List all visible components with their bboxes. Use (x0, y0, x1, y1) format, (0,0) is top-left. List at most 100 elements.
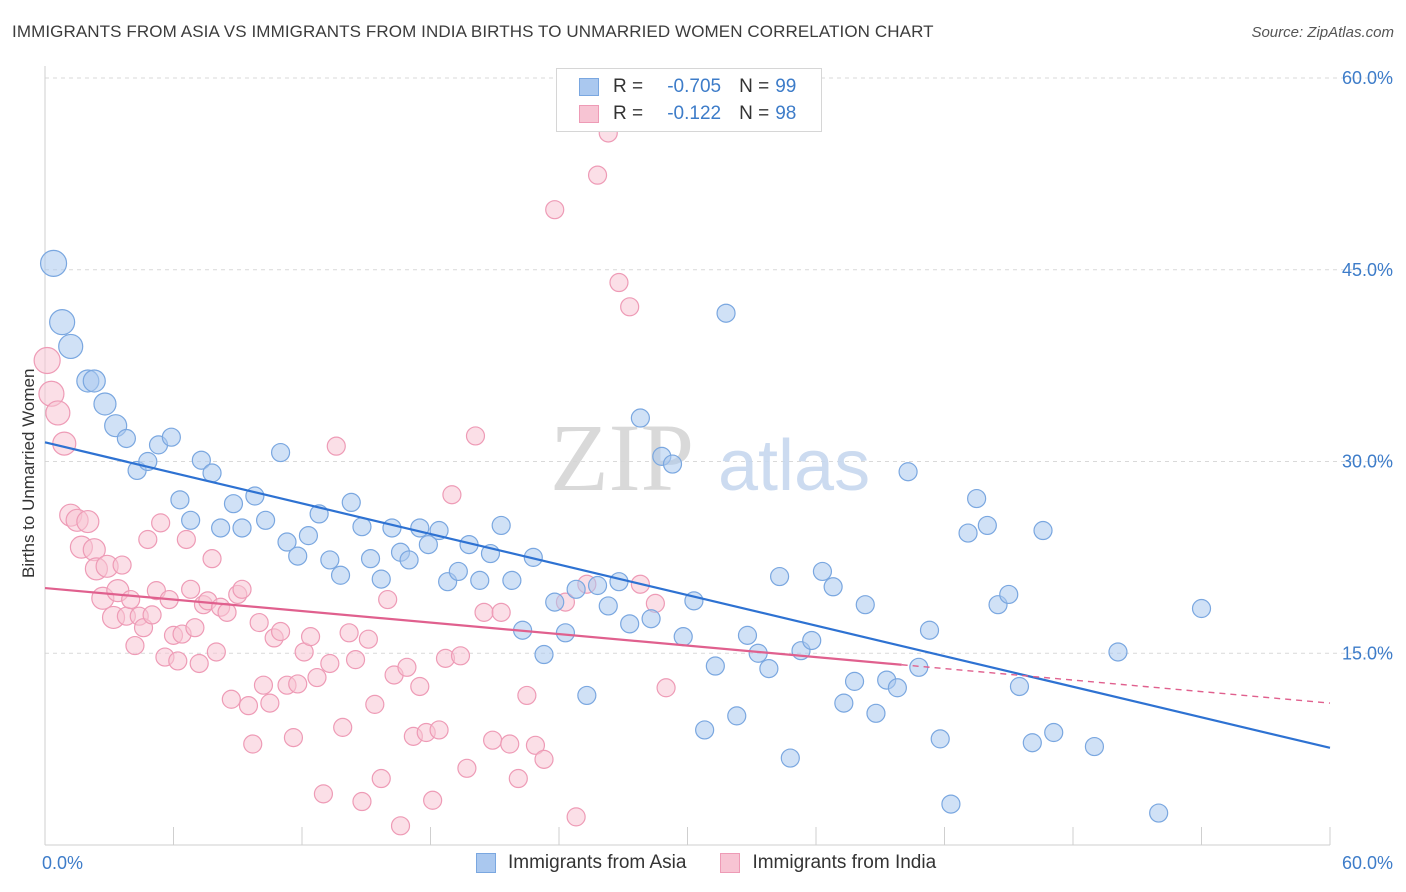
india-point (352, 791, 372, 812)
asia-point (716, 303, 736, 323)
asia-point (223, 494, 244, 514)
asia-point (598, 596, 618, 616)
asia-point (399, 550, 419, 570)
asia-point (270, 442, 291, 463)
india-point (371, 768, 391, 789)
asia-point (320, 550, 340, 570)
asia-point (844, 671, 865, 691)
legend-r-label: R = (613, 76, 644, 97)
grid-lines (45, 77, 1392, 654)
bottom-legend-asia[interactable]: Immigrants from Asia (476, 852, 686, 874)
india-point (33, 346, 61, 375)
india-point (151, 513, 171, 533)
india-point (345, 650, 366, 670)
india-point (397, 657, 417, 677)
india-point (181, 579, 201, 599)
india-point (457, 758, 477, 778)
india-point (138, 529, 158, 550)
india-point (313, 784, 334, 804)
india-point (423, 790, 443, 810)
india-point (508, 768, 528, 789)
india-point (656, 678, 676, 698)
asia-point (919, 620, 940, 640)
india-point (378, 589, 398, 610)
axes (44, 66, 1331, 846)
asia-point (181, 510, 201, 530)
asia-point (855, 595, 875, 615)
chart-title: IMMIGRANTS FROM ASIA VS IMMIGRANTS FROM … (12, 22, 934, 41)
india-point (500, 734, 520, 754)
india-trend-extrapolation (901, 664, 1331, 704)
asia-point (759, 658, 779, 679)
india-point (517, 685, 537, 706)
tick-labels: 15.0% 30.0% 45.0% 60.0% 0.0% 60.0% (42, 68, 1393, 873)
india-point (206, 642, 226, 662)
asia-point (802, 630, 822, 651)
india-point (320, 653, 340, 674)
asia-point (1191, 598, 1212, 619)
asia-point (662, 454, 683, 474)
asia-point (410, 518, 430, 538)
legend-r-label: R = (613, 103, 644, 124)
asia-point (999, 584, 1019, 605)
india-point (390, 816, 411, 836)
asia-point (502, 570, 522, 590)
bottom-legend-label-india: Immigrants from India (752, 852, 937, 873)
asia-point (941, 794, 961, 814)
india-point (566, 807, 586, 827)
india-point (465, 426, 486, 446)
india-point (243, 734, 263, 754)
india-point (365, 694, 385, 714)
asia-trend-line (44, 441, 1331, 749)
asia-point (93, 392, 117, 416)
asia-point (277, 532, 297, 552)
india-point (168, 651, 188, 671)
asia-point (288, 546, 308, 566)
legend-row-asia: R = -0.705 N = 99 (579, 75, 796, 99)
india-point (326, 436, 346, 456)
asia-point (170, 490, 190, 510)
asia-point (255, 510, 276, 530)
asia-point (82, 369, 106, 393)
asia-point (769, 566, 790, 587)
india-point (189, 653, 209, 674)
asia-point (555, 623, 576, 643)
india-point (410, 676, 430, 697)
bottom-legend-label-asia: Immigrants from Asia (508, 852, 687, 873)
asia-point (1033, 520, 1053, 541)
watermark-atlas: atlas (718, 426, 870, 506)
legend-n-label: N = (739, 103, 770, 124)
legend-n-value: 98 (775, 103, 797, 124)
india-point (534, 749, 554, 769)
india-point (112, 555, 132, 575)
asia-point (967, 488, 987, 509)
asia-point (977, 515, 997, 536)
asia-point (49, 309, 76, 336)
asia-point (780, 748, 800, 768)
legend: R = -0.705 N = 99 R = -0.122 N = 98 (556, 68, 822, 132)
bottom-legend-india[interactable]: Immigrants from India (720, 852, 936, 874)
asia-point (202, 463, 222, 483)
legend-row-india: R = -0.122 N = 98 (579, 102, 796, 126)
india-point (442, 485, 462, 505)
asia-point (898, 462, 918, 482)
asia-point (382, 518, 402, 538)
asia-point (823, 577, 843, 597)
asia-point (641, 609, 661, 629)
asia-point (211, 518, 231, 538)
asia-point (191, 450, 211, 470)
india-point (270, 621, 291, 642)
india-point (358, 629, 378, 649)
asia-points (39, 249, 1212, 823)
x-tick-label: 0.0% (42, 853, 83, 873)
india-point (300, 627, 321, 647)
asia-point (673, 627, 693, 647)
india-point (288, 674, 308, 694)
asia-point (330, 565, 351, 585)
asia-point (39, 249, 68, 277)
bottom-legend-swatch-asia (476, 853, 496, 873)
asia-point (1044, 722, 1064, 743)
india-point (142, 605, 162, 625)
y-tick-label: 15.0% (1342, 643, 1393, 663)
asia-point (866, 703, 886, 723)
